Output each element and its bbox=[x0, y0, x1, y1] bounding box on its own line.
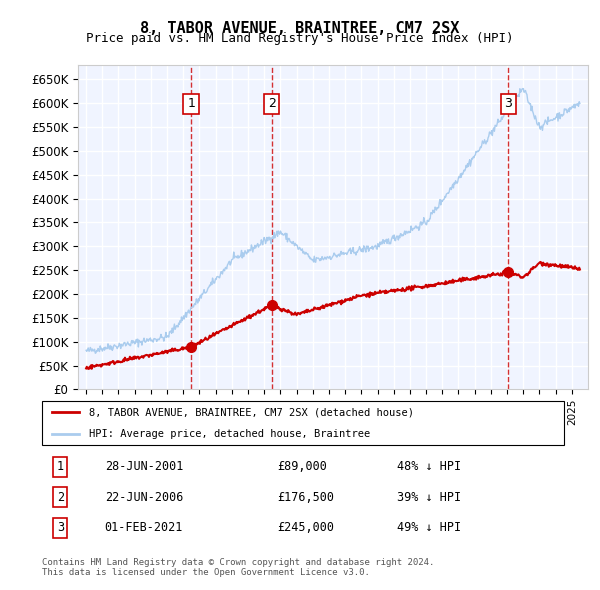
Text: HPI: Average price, detached house, Braintree: HPI: Average price, detached house, Brai… bbox=[89, 430, 370, 440]
Text: 8, TABOR AVENUE, BRAINTREE, CM7 2SX (detached house): 8, TABOR AVENUE, BRAINTREE, CM7 2SX (det… bbox=[89, 407, 414, 417]
Text: Contains HM Land Registry data © Crown copyright and database right 2024.
This d: Contains HM Land Registry data © Crown c… bbox=[42, 558, 434, 577]
Text: £89,000: £89,000 bbox=[277, 460, 327, 473]
Text: 48% ↓ HPI: 48% ↓ HPI bbox=[397, 460, 461, 473]
Text: 8, TABOR AVENUE, BRAINTREE, CM7 2SX: 8, TABOR AVENUE, BRAINTREE, CM7 2SX bbox=[140, 21, 460, 35]
Text: 49% ↓ HPI: 49% ↓ HPI bbox=[397, 521, 461, 534]
FancyBboxPatch shape bbox=[42, 401, 564, 445]
Text: 1: 1 bbox=[57, 460, 64, 473]
Text: £176,500: £176,500 bbox=[277, 490, 334, 504]
Text: £245,000: £245,000 bbox=[277, 521, 334, 534]
Text: 3: 3 bbox=[57, 521, 64, 534]
Text: 01-FEB-2021: 01-FEB-2021 bbox=[104, 521, 183, 534]
Text: 39% ↓ HPI: 39% ↓ HPI bbox=[397, 490, 461, 504]
Text: 2: 2 bbox=[57, 490, 64, 504]
Text: 2: 2 bbox=[268, 97, 276, 110]
Text: 1: 1 bbox=[187, 97, 195, 110]
Text: 22-JUN-2006: 22-JUN-2006 bbox=[104, 490, 183, 504]
Text: Price paid vs. HM Land Registry's House Price Index (HPI): Price paid vs. HM Land Registry's House … bbox=[86, 32, 514, 45]
Text: 28-JUN-2001: 28-JUN-2001 bbox=[104, 460, 183, 473]
Text: 3: 3 bbox=[505, 97, 512, 110]
